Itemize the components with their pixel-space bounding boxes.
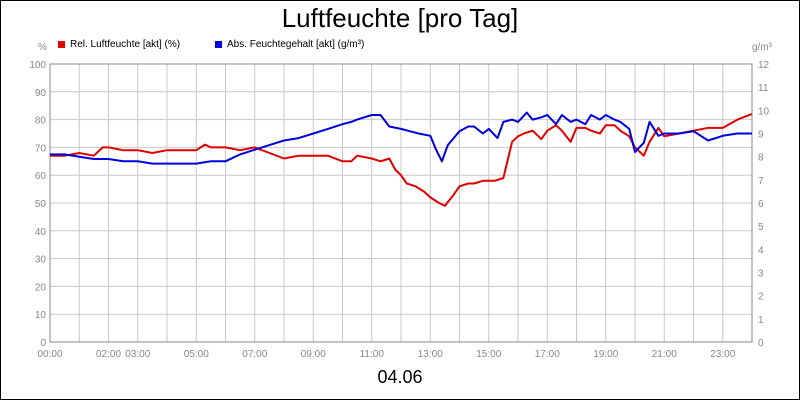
- y-right-tick-label: 12: [758, 60, 770, 71]
- x-tick-label: 05:00: [184, 349, 209, 360]
- right-axis-unit: g/m³: [752, 42, 772, 53]
- legend-label-abs: Abs. Feuchtegehalt [akt] (g/m³): [227, 39, 365, 50]
- y-right-tick-label: 8: [758, 153, 764, 164]
- x-tick-label: 23:00: [710, 349, 735, 360]
- y-right-tick-label: 3: [758, 269, 764, 280]
- legend-swatch-abs: [215, 41, 222, 48]
- legend-swatch-rel: [58, 41, 65, 48]
- left-axis-unit: %: [38, 42, 47, 53]
- y-right-tick-label: 7: [758, 176, 764, 187]
- x-tick-label: 09:00: [301, 349, 326, 360]
- y-left-tick-label: 80: [35, 116, 47, 127]
- y-left-tick-label: 0: [40, 338, 46, 349]
- x-tick-label: 00:00: [37, 349, 62, 360]
- y-right-tick-label: 11: [758, 83, 769, 94]
- series-line-rel: [50, 113, 753, 207]
- x-tick-label: 17:00: [535, 349, 560, 360]
- x-tick-label: 15:00: [476, 349, 501, 360]
- y-right-tick-label: 5: [758, 222, 764, 233]
- y-left-tick-label: 70: [35, 143, 47, 154]
- x-tick-label: 03:00: [125, 349, 150, 360]
- x-tick-label: 19:00: [593, 349, 618, 360]
- series-line-abs: [50, 111, 752, 165]
- x-tick-label: 21:00: [652, 349, 677, 360]
- legend-item-rel: Rel. Luftfeuchte [akt] (%): [58, 39, 180, 50]
- y-right-tick-label: 0: [758, 338, 764, 349]
- x-tick-label: 02:00: [96, 349, 121, 360]
- y-right-tick-label: 10: [758, 106, 770, 117]
- y-right-tick-label: 6: [758, 199, 764, 210]
- y-left-tick-label: 60: [35, 171, 47, 182]
- y-left-tick-label: 30: [35, 255, 47, 266]
- y-right-tick-label: 4: [758, 245, 764, 256]
- y-left-tick-label: 50: [35, 199, 47, 210]
- y-right-tick-label: 9: [758, 130, 764, 141]
- legend-label-rel: Rel. Luftfeuchte [akt] (%): [70, 39, 181, 50]
- x-tick-label: 13:00: [418, 349, 443, 360]
- legend-item-abs: Abs. Feuchtegehalt [akt] (g/m³): [215, 39, 364, 50]
- y-left-tick-label: 10: [35, 310, 47, 321]
- y-right-tick-label: 1: [758, 315, 764, 326]
- x-tick-label: 07:00: [242, 349, 267, 360]
- date-label: 04.06: [377, 367, 423, 387]
- y-left-tick-label: 40: [35, 227, 47, 238]
- x-tick-label: 11:00: [360, 349, 385, 360]
- plot-border: [49, 63, 753, 343]
- chart-title: Luftfeuchte [pro Tag]: [281, 3, 519, 33]
- y-left-tick-label: 90: [35, 88, 47, 99]
- y-right-tick-label: 2: [758, 292, 764, 303]
- y-left-tick-label: 100: [29, 60, 46, 71]
- y-left-tick-label: 20: [35, 282, 47, 293]
